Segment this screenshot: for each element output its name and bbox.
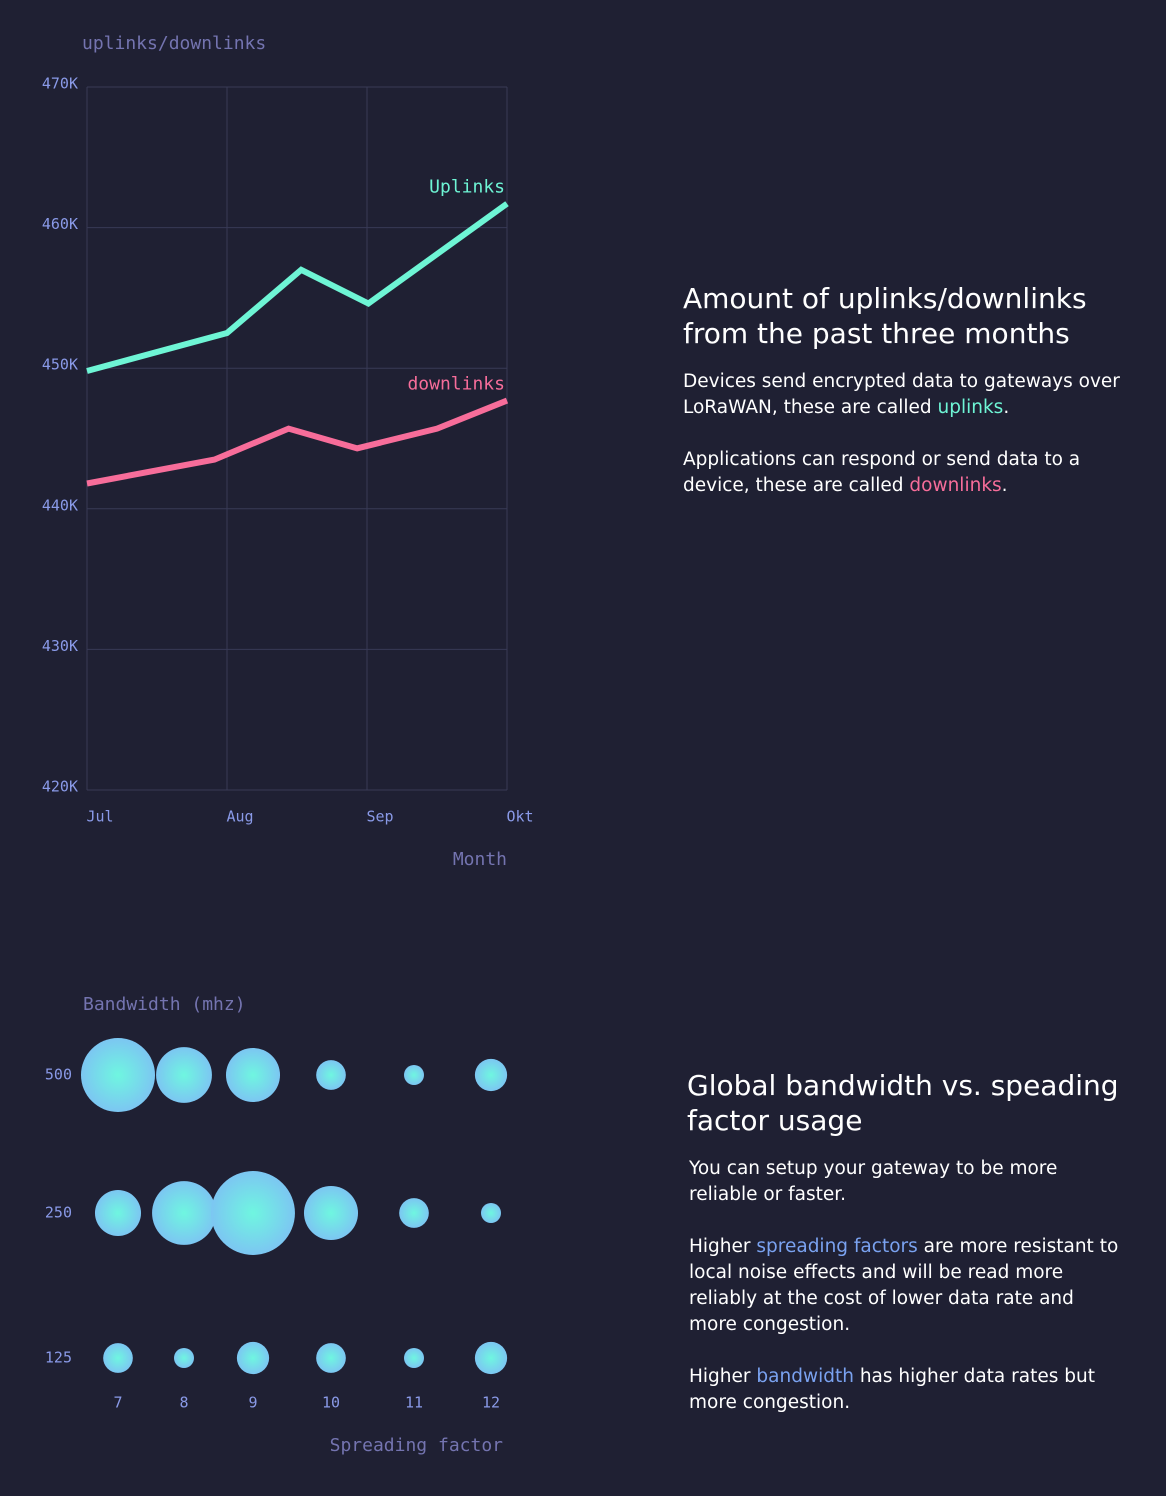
bubble: [174, 1348, 194, 1368]
y-tick-label: 450K: [42, 356, 78, 374]
x-tick-label: Sep: [366, 808, 393, 826]
paragraph: Higher spreading factors are more resist…: [689, 1234, 1127, 1338]
bubble: [80, 1037, 156, 1113]
series-label: Uplinks: [429, 177, 505, 198]
bubble: [236, 1341, 270, 1375]
y-tick-label: 125: [45, 1349, 72, 1367]
x-tick-label: Aug: [226, 808, 253, 826]
charts: uplinks/downlinks Month Bandwidth (mhz) …: [42, 33, 534, 1456]
x-tick-label: Okt: [506, 808, 533, 826]
bubble: [474, 1341, 508, 1375]
y-tick-label: 470K: [42, 75, 78, 93]
highlight: uplinks: [937, 397, 1004, 418]
bubble: [404, 1065, 424, 1085]
bubble: [225, 1047, 281, 1103]
paragraph: You can setup your gateway to be more re…: [689, 1156, 1127, 1208]
x-tick-label: 12: [482, 1394, 500, 1412]
x-tick-label: 8: [179, 1394, 188, 1412]
y-axis-title: Bandwidth (mhz): [83, 994, 246, 1015]
x-axis-title: Spreading factor: [330, 1435, 504, 1456]
bubble: [152, 1181, 216, 1245]
text: You can setup your gateway to be more re…: [689, 1158, 1058, 1205]
paragraph: Higher bandwidth has higher data rates b…: [689, 1364, 1127, 1416]
text: Applications can respond or send data to…: [683, 449, 1081, 496]
x-tick-label: Jul: [86, 808, 113, 826]
paragraph: Devices send encrypted data to gateways …: [683, 369, 1123, 421]
text: Higher: [689, 1236, 757, 1257]
x-axis-title: Month: [453, 849, 507, 870]
y-tick-label: 420K: [42, 778, 78, 796]
paragraph: Applications can respond or send data to…: [683, 447, 1123, 499]
series-line: [86, 397, 509, 487]
x-tick-label: 10: [322, 1394, 340, 1412]
highlight: spreading factors: [756, 1236, 918, 1257]
highlight: bandwidth: [756, 1366, 854, 1387]
panel-title: Amount of uplinks/downlinks from the pas…: [683, 282, 1087, 350]
text-panel: Amount of uplinks/downlinks from the pas…: [683, 281, 1123, 525]
text: .: [1003, 397, 1010, 418]
x-tick-label: 9: [248, 1394, 257, 1412]
y-tick-label: 430K: [42, 637, 78, 655]
series-label: downlinks: [407, 374, 505, 395]
y-tick-label: 460K: [42, 215, 78, 233]
text: Higher: [689, 1366, 757, 1387]
y-tick-label: 500: [45, 1066, 72, 1084]
series-line: [86, 201, 509, 374]
text: are more resistant to local noise effect…: [689, 1236, 1119, 1335]
bubble: [316, 1060, 346, 1090]
bubble: [316, 1343, 346, 1373]
highlight: downlinks: [909, 475, 1002, 496]
bubble: [399, 1198, 429, 1228]
panel-title: Global bandwidth vs. speading factor usa…: [687, 1069, 1119, 1137]
bubble: [211, 1171, 295, 1255]
y-tick-label: 250: [45, 1204, 72, 1222]
bubble: [404, 1348, 424, 1368]
bubble: [474, 1058, 508, 1092]
x-tick-label: 11: [405, 1394, 423, 1412]
bubble: [303, 1185, 359, 1241]
bubble: [481, 1203, 501, 1223]
bubble: [94, 1189, 142, 1237]
text: Devices send encrypted data to gateways …: [683, 371, 1120, 418]
text: has higher data rates but more congestio…: [689, 1366, 1095, 1413]
bubble: [103, 1343, 133, 1373]
text: .: [1001, 475, 1008, 496]
text-panel: Global bandwidth vs. speading factor usa…: [687, 1068, 1127, 1442]
x-tick-label: 7: [113, 1394, 122, 1412]
y-tick-label: 440K: [42, 496, 78, 514]
y-axis-title: uplinks/downlinks: [82, 33, 266, 54]
bubble: [156, 1047, 212, 1103]
